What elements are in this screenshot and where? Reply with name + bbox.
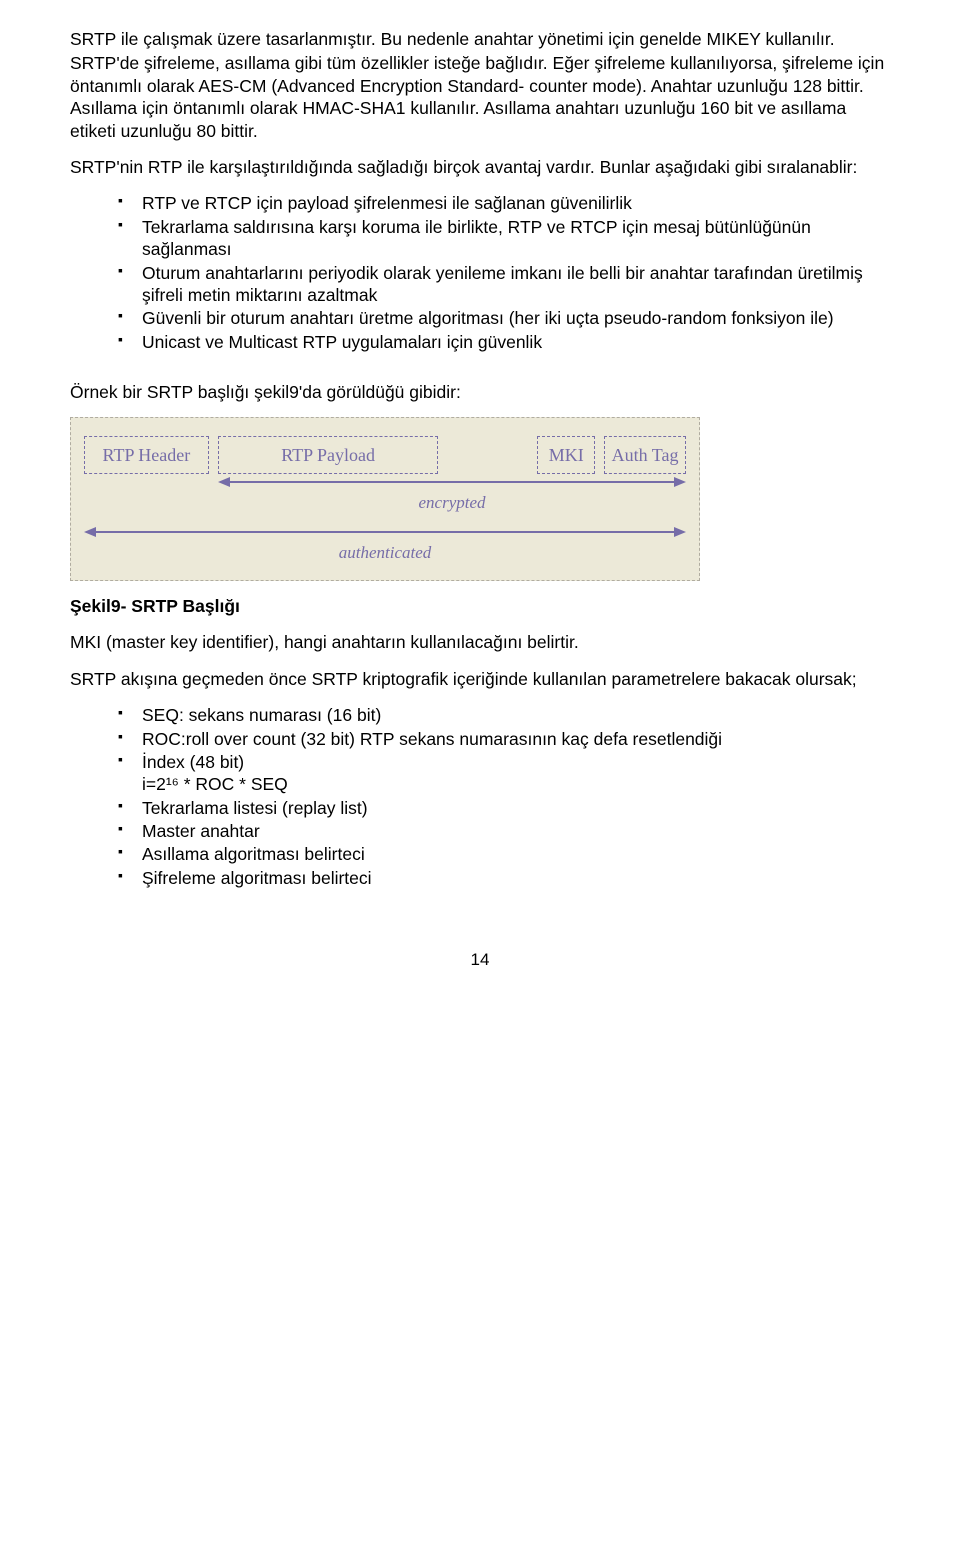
page-number: 14: [70, 949, 890, 971]
list-item: SEQ: sekans numarası (16 bit): [118, 704, 890, 726]
packet-row: RTP Header RTP Payload MKI Auth Tag: [84, 436, 686, 474]
paragraph-intro-1: SRTP ile çalışmak üzere tasarlanmıştır. …: [70, 28, 890, 50]
list-item: Master anahtar: [118, 820, 890, 842]
list-item: Güvenli bir oturum anahtarı üretme algor…: [118, 307, 890, 329]
rtp-header-cell: RTP Header: [84, 436, 209, 474]
list-item: Şifreleme algoritması belirteci: [118, 867, 890, 889]
paragraph-advantages-intro: SRTP'nin RTP ile karşılaştırıldığında sa…: [70, 156, 890, 178]
gap: [209, 436, 218, 474]
authenticated-arrow: [84, 524, 686, 540]
list-item: Unicast ve Multicast RTP uygulamaları iç…: [118, 331, 890, 353]
list-item: Tekrarlama listesi (replay list): [118, 797, 890, 819]
list-item: Tekrarlama saldırısına karşı koruma ile …: [118, 216, 890, 261]
encrypted-label: encrypted: [218, 492, 686, 514]
list-item: İndex (48 bit): [118, 751, 890, 773]
gap: [438, 436, 537, 474]
paragraph-intro-2: SRTP'de şifreleme, asıllama gibi tüm öze…: [70, 52, 890, 142]
figure-caption: Şekil9- SRTP Başlığı: [70, 595, 890, 617]
encrypted-arrow: [218, 474, 686, 490]
list-item: Oturum anahtarlarını periyodik olarak ye…: [118, 262, 890, 307]
index-formula: i=2¹⁶ * ROC * SEQ: [70, 773, 890, 795]
srtp-header-diagram: RTP Header RTP Payload MKI Auth Tag encr…: [70, 417, 700, 581]
rtp-payload-cell: RTP Payload: [218, 436, 439, 474]
mki-cell: MKI: [537, 436, 595, 474]
list-item: ROC:roll over count (32 bit) RTP sekans …: [118, 728, 890, 750]
params-list-cont: Tekrarlama listesi (replay list) Master …: [70, 797, 890, 890]
paragraph-mki: MKI (master key identifier), hangi anaht…: [70, 631, 890, 653]
gap: [595, 436, 604, 474]
params-list: SEQ: sekans numarası (16 bit) ROC:roll o…: [70, 704, 890, 773]
list-item: RTP ve RTCP için payload şifrelenmesi il…: [118, 192, 890, 214]
paragraph-example-intro: Örnek bir SRTP başlığı şekil9'da görüldü…: [70, 381, 890, 403]
auth-tag-cell: Auth Tag: [604, 436, 686, 474]
authenticated-label: authenticated: [84, 542, 686, 564]
advantages-list: RTP ve RTCP için payload şifrelenmesi il…: [70, 192, 890, 353]
list-item: Asıllama algoritması belirteci: [118, 843, 890, 865]
paragraph-params-intro: SRTP akışına geçmeden önce SRTP kriptogr…: [70, 668, 890, 690]
